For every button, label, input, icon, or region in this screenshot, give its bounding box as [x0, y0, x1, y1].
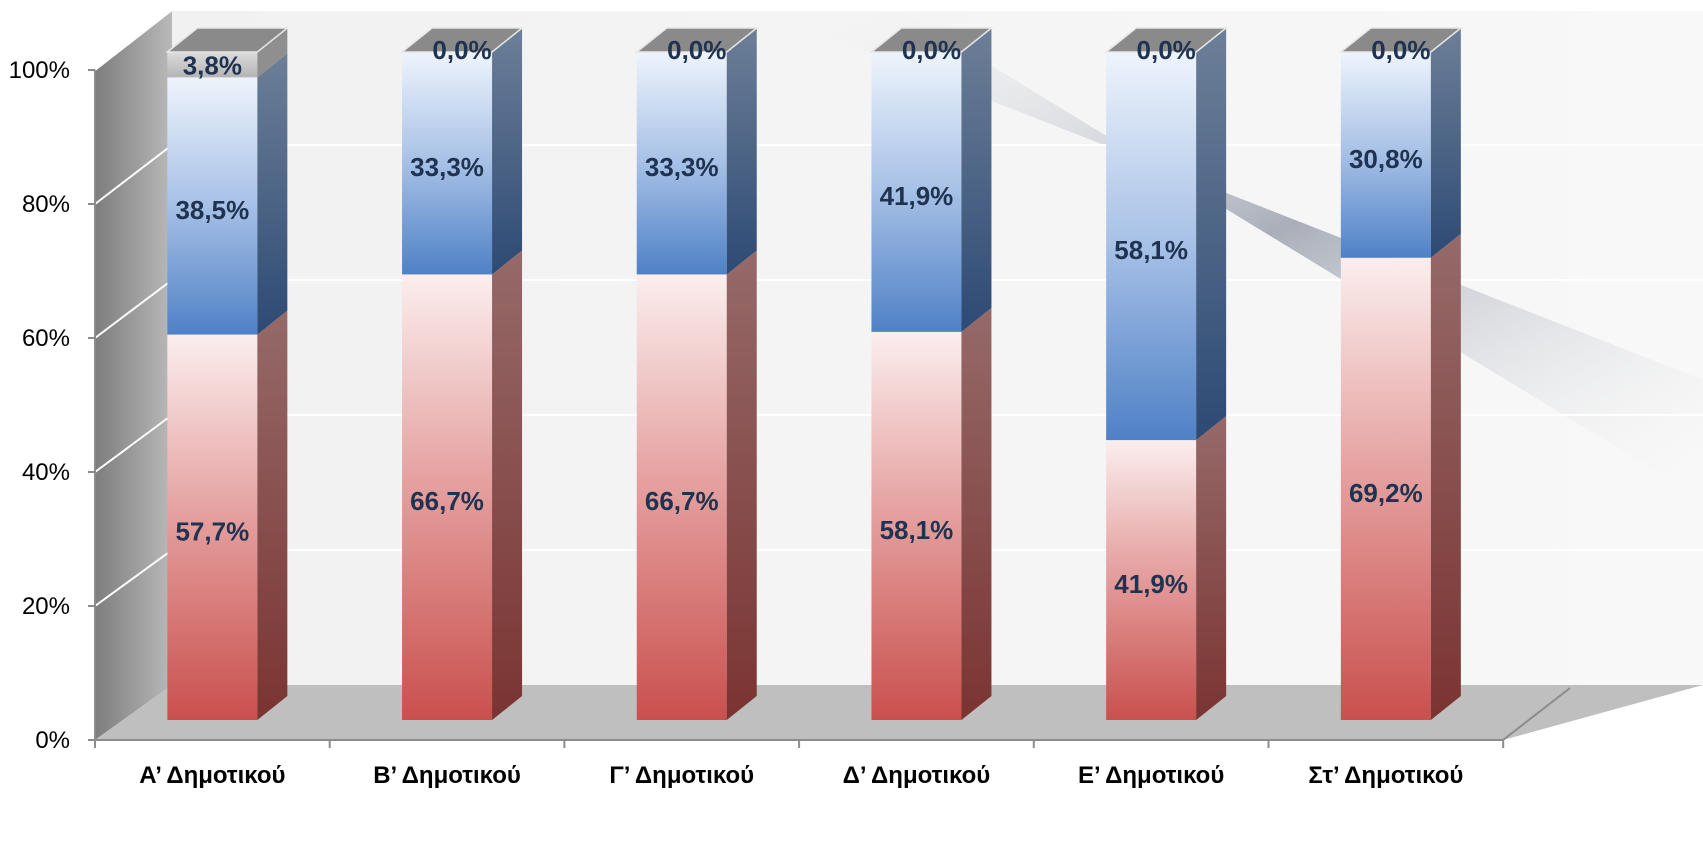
data-label-blue: 33,3% [410, 152, 484, 182]
bar-top-cap [1104, 27, 1229, 53]
data-label-blue: 41,9% [880, 181, 954, 211]
data-label-gray: 0,0% [667, 35, 726, 65]
bar-side-blue [1196, 28, 1227, 441]
bar-side-blue [1430, 28, 1461, 258]
data-label-red: 69,2% [1349, 478, 1423, 508]
category-label: Α’ Δημοτικού [139, 762, 285, 789]
bar-side-red [492, 250, 523, 720]
y-tick-label: 60% [22, 325, 70, 352]
data-label-gray: 3,8% [183, 51, 242, 81]
data-label-gray: 0,0% [1137, 35, 1196, 65]
data-label-gray: 0,0% [432, 35, 491, 65]
y-tick-label: 100% [9, 57, 70, 84]
y-tick-label: 40% [22, 459, 70, 486]
y-tick-label: 0% [35, 727, 70, 754]
bar-segment-blue [1340, 52, 1431, 258]
bar-segment-red [402, 274, 493, 720]
bar-stack [634, 27, 759, 720]
floor-right-edge [1502, 687, 1571, 741]
bar-segment-red [1106, 440, 1197, 720]
gridline-left-wall [94, 144, 173, 205]
y-tick-label: 20% [22, 593, 70, 620]
gridline-left-wall [94, 279, 173, 339]
gridline-left-wall [94, 9, 173, 71]
bar-top-cap [1338, 27, 1463, 53]
category-label: Δ’ Δημοτικού [843, 762, 991, 789]
bars-layer [165, 27, 1463, 720]
bar-segment-blue [1106, 52, 1197, 441]
axis-ticks: 0% 20% 40% 60% 80% 100% [9, 57, 1505, 754]
data-label-red: 57,7% [175, 516, 249, 546]
bar-segment-blue [402, 52, 493, 275]
labels-layer: 57,7% 38,5% 3,8% Α’ Δημοτικού 66,7% 33,3% 0,0%… [139, 35, 1463, 789]
bar-top-cap [634, 27, 759, 53]
bar-stack [165, 27, 290, 720]
data-label-red: 58,1% [880, 515, 954, 545]
data-label-gray: 0,0% [902, 35, 961, 65]
bar-stack [1104, 27, 1229, 720]
gridline-left-wall [94, 549, 173, 607]
bar-stack [1338, 27, 1463, 720]
bar-side-red [1196, 416, 1227, 720]
bar-side-blue [492, 28, 523, 275]
bar-side-gray [257, 28, 288, 78]
y-tick-label: 80% [22, 191, 70, 218]
data-label-gray: 0,0% [1371, 35, 1430, 65]
bar-segment-red [1340, 257, 1431, 720]
data-label-blue: 58,1% [1114, 235, 1188, 265]
data-label-blue: 30,8% [1349, 144, 1423, 174]
left-wall [95, 10, 172, 740]
bar-segment-red [871, 331, 962, 720]
bar-top-cap [399, 27, 525, 53]
bar-stack [869, 27, 994, 720]
category-label: Γ’ Δημοτικού [609, 762, 754, 789]
category-label: Β’ Δημοτικού [373, 762, 521, 789]
data-label-red: 41,9% [1114, 569, 1188, 599]
gridline-left-wall [94, 414, 173, 473]
data-label-red: 66,7% [410, 486, 484, 516]
bar-segment-blue [636, 52, 727, 275]
category-label: Ε’ Δημοτικού [1078, 762, 1224, 789]
bar-side-blue [961, 28, 992, 332]
data-label-blue: 38,5% [175, 195, 249, 225]
bar-side-blue [257, 53, 288, 335]
bar-side-red [1430, 233, 1461, 720]
bar-top-cap [165, 27, 290, 53]
bar-segment-red [636, 274, 727, 720]
data-label-red: 66,7% [645, 486, 719, 516]
bar-side-red [257, 310, 288, 720]
bar-top-cap [869, 27, 994, 53]
bar-side-red [961, 307, 992, 720]
category-label: Στ’ Δημοτικού [1308, 762, 1463, 789]
bar-side-red [726, 250, 757, 720]
data-label-blue: 33,3% [645, 152, 719, 182]
bar-segment-red [167, 334, 258, 720]
bar-segment-gray [167, 52, 258, 78]
bar-stack [399, 27, 525, 720]
bar-segment-blue [167, 77, 258, 335]
bar-segment-blue [871, 52, 962, 332]
bar-side-blue [726, 28, 757, 275]
